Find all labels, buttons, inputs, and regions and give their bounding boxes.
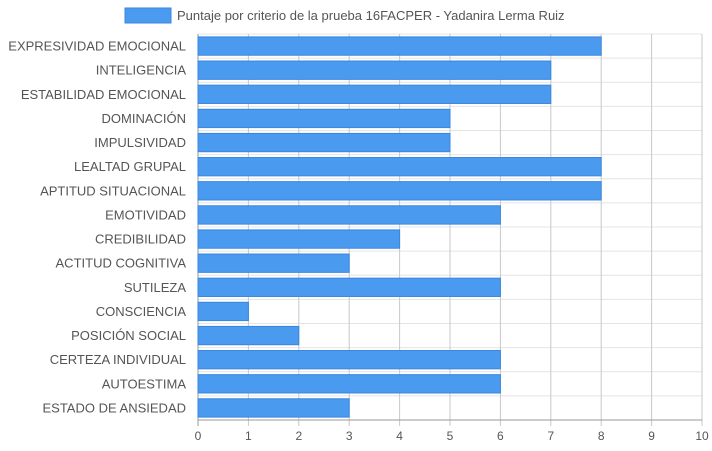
bar (197, 301, 249, 322)
bars (197, 36, 602, 418)
x-tick-label: 9 (648, 429, 655, 443)
category-labels: EXPRESIVIDAD EMOCIONAL INTELIGENCIA ESTABI… (8, 39, 186, 416)
x-tick-label: 0 (195, 429, 202, 443)
category-label: ACTITUD COGNITIVA (56, 256, 187, 271)
category-label: ESTADO DE ANSIEDAD (42, 400, 186, 415)
x-tick-label: 2 (295, 429, 302, 443)
bar (197, 253, 350, 273)
category-label: SUTILEZA (124, 280, 186, 295)
bar (197, 350, 501, 370)
bar (197, 374, 501, 394)
bar (197, 181, 602, 201)
bar (197, 84, 552, 104)
x-tick-label: 3 (346, 429, 353, 443)
bar (197, 36, 602, 56)
category-label: EXPRESIVIDAD EMOCIONAL (8, 39, 186, 54)
x-tick-label: 4 (396, 429, 403, 443)
x-tick-label: 6 (497, 429, 504, 443)
category-label: CONSCIENCIA (96, 304, 187, 319)
x-tick-label: 7 (547, 429, 554, 443)
category-label: CERTEZA INDIVIDUAL (50, 352, 186, 367)
category-label: INTELIGENCIA (96, 63, 187, 78)
x-tick-label: 8 (598, 429, 605, 443)
category-label: ESTABILIDAD EMOCIONAL (21, 87, 186, 102)
category-label: AUTOESTIMA (102, 376, 187, 391)
bar (197, 398, 350, 418)
bar (197, 277, 501, 297)
bar (197, 157, 602, 177)
category-label: IMPULSIVIDAD (94, 135, 186, 150)
category-label: DOMINACIÓN (102, 111, 187, 126)
category-label: EMOTIVIDAD (105, 207, 186, 222)
x-tick-label: 1 (245, 429, 252, 443)
x-tick-label: 5 (447, 429, 454, 443)
legend-label: Puntaje por criterio de la prueba 16FACP… (177, 8, 565, 23)
legend[interactable]: Puntaje por criterio de la prueba 16FACP… (124, 7, 565, 24)
bar (197, 205, 501, 225)
x-axis-ticks: 0 1 2 3 4 5 6 7 8 9 10 (195, 429, 709, 443)
category-label: CREDIBILIDAD (95, 232, 186, 247)
category-label: POSICIÓN SOCIAL (71, 328, 186, 343)
bar (197, 108, 451, 129)
legend-swatch (124, 7, 172, 24)
bar (197, 60, 552, 80)
bar (197, 229, 401, 249)
bar (197, 132, 451, 153)
bar (197, 325, 300, 346)
x-tick-label: 10 (695, 429, 709, 443)
category-label: LEALTAD GRUPAL (74, 159, 186, 174)
category-label: APTITUD SITUACIONAL (40, 183, 186, 198)
